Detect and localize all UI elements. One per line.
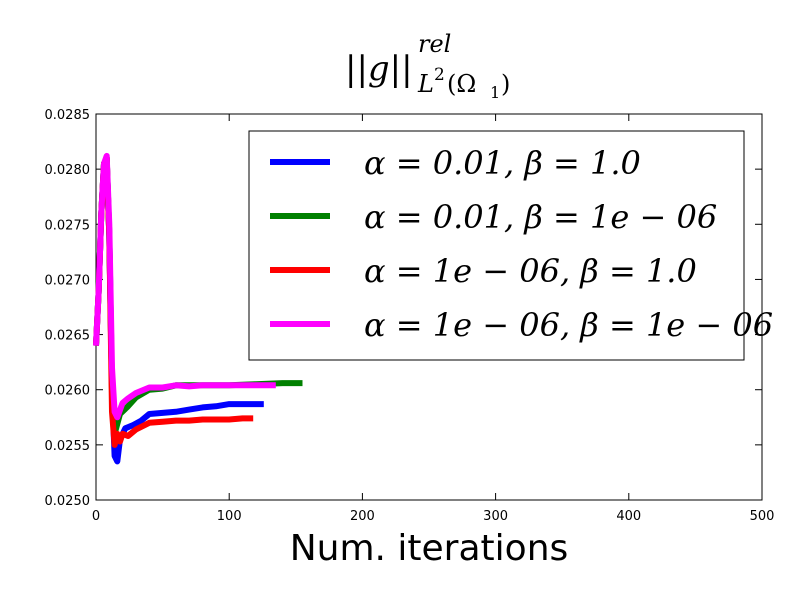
y-tick-label: 0.0260 [45, 384, 91, 399]
y-tick-label: 0.0265 [45, 329, 91, 344]
title-subscript-sup: 2 [434, 65, 445, 85]
x-tick-label: 400 [616, 509, 641, 524]
y-tick-label: 0.0280 [45, 163, 91, 178]
svg-text:||g||: ||g|| [345, 49, 413, 89]
legend-label-3: α = 1e − 06, β = 1.0 [364, 252, 697, 290]
series-line-4 [93, 152, 276, 421]
title-subscript-arg: (Ω [447, 70, 476, 98]
title-subscript-close: ) [501, 70, 510, 98]
y-tick-label: 0.0285 [45, 108, 91, 123]
x-tick-label: 100 [217, 509, 242, 524]
legend: α = 0.01, β = 1.0 α = 0.01, β = 1e − 06 α … [248, 130, 773, 361]
title-subscript: L [417, 70, 434, 98]
x-tick-label: 300 [483, 509, 508, 524]
y-tick-label: 0.0270 [45, 273, 91, 288]
x-axis-title: Num. iterations [290, 528, 569, 569]
legend-label-2: α = 0.01, β = 1e − 06 [364, 198, 717, 236]
series-lines [93, 152, 303, 465]
y-tick-label: 0.0250 [45, 494, 91, 509]
title-base: ||g|| [345, 49, 413, 89]
x-tick-label: 500 [750, 509, 775, 524]
x-tick-label: 200 [350, 509, 375, 524]
axis-ticks: 0 100 200 300 400 500 0.0250 0.0255 0.0260 0.0265… [45, 108, 775, 524]
y-tick-label: 0.0275 [45, 218, 91, 233]
y-tick-label: 0.0255 [45, 439, 91, 454]
legend-box [248, 130, 745, 361]
x-tick-label: 0 [92, 509, 100, 524]
legend-label-1: α = 0.01, β = 1.0 [364, 144, 641, 182]
legend-label-4: α = 1e − 06, β = 1e − 06 [364, 306, 773, 344]
title-subscript-arg-sub: 1 [490, 83, 500, 102]
chart-title: ||g|| rel L 2 (Ω 1 ) [345, 30, 510, 102]
title-superscript: rel [418, 30, 451, 58]
